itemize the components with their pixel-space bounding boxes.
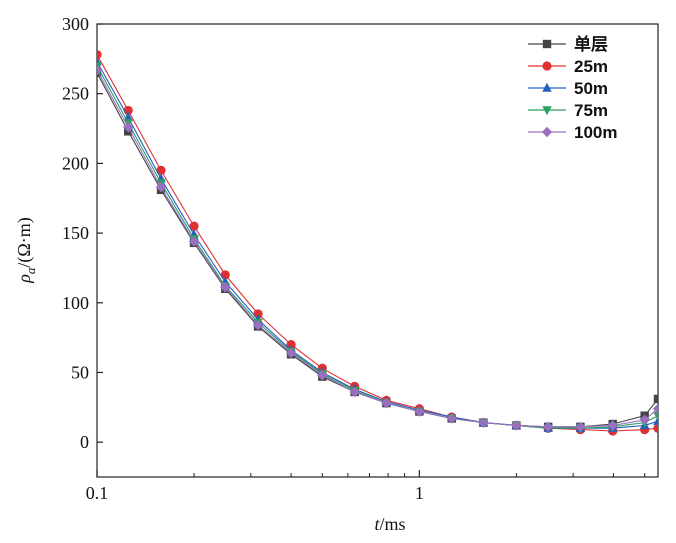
- legend-label: 100m: [574, 123, 617, 142]
- data-point: [286, 339, 296, 350]
- legend-label: 50m: [574, 79, 608, 98]
- plot-frame: [96, 23, 659, 478]
- data-point: [349, 386, 360, 398]
- y-tick-label: 250: [62, 84, 89, 104]
- y-tick-label: 200: [62, 153, 89, 173]
- data-point: [123, 121, 134, 133]
- series-line: [97, 65, 658, 429]
- data-point: [542, 421, 554, 433]
- x-tick-label: 1: [415, 483, 424, 503]
- data-point: [188, 236, 200, 247]
- series-layer: [97, 50, 658, 436]
- data-point: [607, 420, 618, 431]
- data-point: [220, 270, 230, 280]
- data-point: [653, 423, 658, 433]
- y-tick-label: 300: [62, 14, 89, 34]
- data-point: [97, 50, 102, 60]
- legend-label: 单层: [574, 34, 608, 54]
- legend-label: 25m: [574, 57, 608, 76]
- y-tick-label: 50: [71, 362, 89, 382]
- data-point: [575, 421, 586, 433]
- data-point: [653, 394, 658, 404]
- legend-item: 25m: [528, 57, 608, 76]
- y-tick-label: 150: [62, 223, 89, 243]
- legend-marker: [542, 82, 552, 92]
- y-axis: 0 50 100 150 200 250 300: [62, 14, 103, 452]
- legend-item: 单层: [528, 34, 608, 54]
- data-point: [653, 411, 658, 421]
- data-point: [220, 282, 231, 293]
- data-point: [317, 370, 328, 381]
- data-point: [381, 397, 392, 409]
- data-point: [156, 165, 166, 175]
- legend-marker: [542, 106, 552, 116]
- data-point: [155, 181, 167, 193]
- x-axis-label: t/ms: [374, 514, 405, 534]
- legend-label: 75m: [574, 101, 608, 120]
- data-point: [285, 347, 297, 359]
- data-point: [414, 406, 425, 417]
- x-tick-label: 0.1: [86, 483, 109, 503]
- data-point: [639, 414, 650, 426]
- data-point: [446, 413, 457, 424]
- x-axis: 0.1 1: [86, 470, 646, 503]
- legend-marker: [542, 39, 552, 49]
- data-point: [478, 417, 489, 428]
- plot-area: [97, 50, 658, 436]
- legend: 单层 25m 50m 75m 100m: [528, 34, 617, 142]
- series-100m: [97, 64, 658, 433]
- y-axis-label: ρa/(Ω·m): [14, 217, 38, 284]
- data-point: [97, 64, 103, 76]
- data-point: [511, 420, 522, 431]
- legend-marker: [542, 61, 552, 71]
- y-tick-label: 0: [80, 432, 89, 452]
- legend-marker: [541, 126, 553, 138]
- legend-item: 50m: [528, 79, 608, 98]
- data-point: [652, 403, 658, 414]
- data-point: [189, 221, 199, 231]
- legend-item: 75m: [528, 101, 608, 120]
- data-point: [97, 62, 102, 72]
- data-point: [252, 319, 264, 331]
- y-tick-label: 100: [62, 293, 89, 313]
- legend-item: 100m: [528, 123, 617, 142]
